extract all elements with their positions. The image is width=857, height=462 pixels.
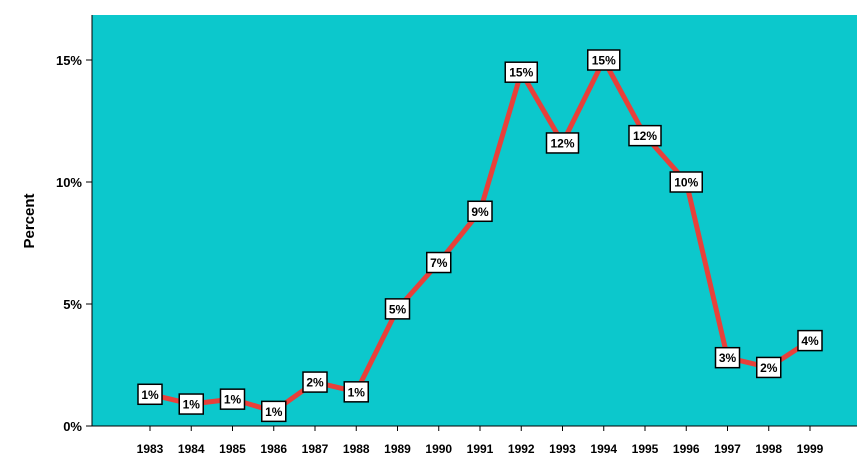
data-label: 4% (801, 334, 819, 348)
x-tick-label: 1995 (632, 442, 659, 456)
x-tick-label: 1997 (714, 442, 741, 456)
data-label: 1% (265, 405, 283, 419)
data-label-box (587, 49, 621, 71)
x-tick-label: 1983 (137, 442, 164, 456)
x-ticks: 1983 1984 1985 1986 1987 1988 1989 1990 1991 1992… (137, 426, 824, 456)
x-tick-label: 1986 (260, 442, 287, 456)
data-label: 9% (471, 205, 489, 219)
x-tick-label: 1988 (343, 442, 370, 456)
data-label-box (426, 251, 452, 274)
x-tick-label: 1994 (590, 442, 617, 456)
data-label-box (628, 124, 662, 147)
data-label: 5% (389, 302, 407, 316)
data-label-box (467, 200, 493, 223)
data-label: 7% (430, 256, 448, 270)
y-tick-label: 0% (63, 419, 82, 434)
y-tick-label: 10% (56, 175, 82, 190)
data-label-box (302, 371, 328, 393)
data-label-box (137, 383, 163, 406)
data-label-box (261, 400, 287, 423)
data-label: 10% (674, 176, 698, 190)
x-tick-label: 1985 (219, 442, 246, 456)
data-labels: 1% 1% 1% 1% 2% 1% 5% 7% 9% 15% 12% 15% 12% 10% 3% 2% 4% (137, 49, 823, 423)
data-label: 12% (550, 136, 574, 150)
data-label-box (504, 61, 538, 83)
y-tick-label: 15% (56, 53, 82, 68)
data-label-box (797, 329, 823, 352)
data-label: 15% (509, 66, 533, 80)
y-axis-title: Percent (21, 193, 38, 248)
x-tick-label: 1989 (384, 442, 411, 456)
data-label-box (178, 393, 204, 415)
data-label: 1% (183, 398, 201, 412)
x-tick-label: 1993 (549, 442, 576, 456)
data-label: 2% (760, 361, 778, 375)
data-label-box (343, 381, 369, 403)
data-label: 1% (348, 385, 366, 399)
data-label-box (384, 298, 411, 320)
data-label-box (545, 132, 580, 154)
y-ticks: 0% 5% 10% 15% (56, 53, 92, 434)
data-label-box (219, 388, 246, 410)
x-tick-label: 1990 (425, 442, 452, 456)
x-tick-label: 1998 (755, 442, 782, 456)
data-label: 1% (141, 388, 159, 402)
data-label: 3% (719, 351, 737, 365)
x-tick-label: 1991 (467, 442, 494, 456)
x-tick-label: 1999 (797, 442, 824, 456)
data-label-box (714, 346, 741, 369)
x-tick-label: 1987 (302, 442, 329, 456)
data-label: 12% (633, 129, 657, 143)
data-label-box (756, 356, 782, 379)
data-label-box (669, 171, 703, 193)
data-label: 1% (224, 393, 242, 407)
x-tick-label: 1992 (508, 442, 535, 456)
x-tick-label: 1984 (178, 442, 205, 456)
y-tick-label: 5% (63, 297, 82, 312)
x-tick-label: 1996 (673, 442, 700, 456)
data-label: 2% (306, 376, 324, 390)
data-label: 15% (592, 54, 616, 68)
